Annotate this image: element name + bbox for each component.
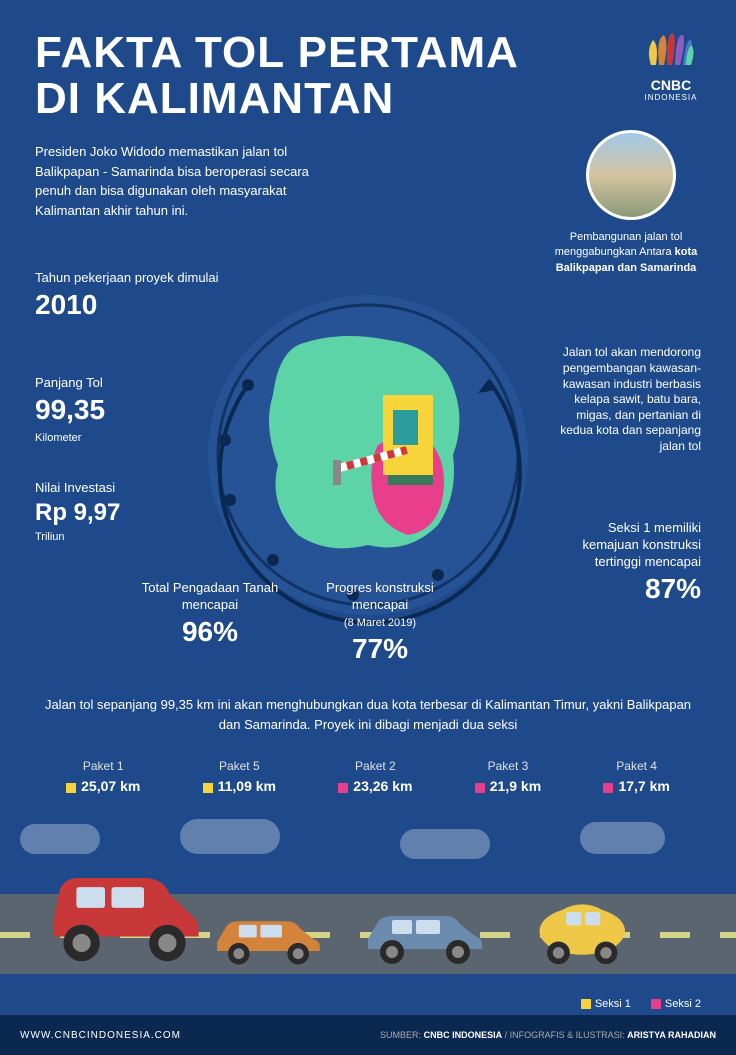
- car-icon: [530, 898, 635, 969]
- car-icon: [360, 894, 490, 969]
- callout-length: Panjang Tol 99,35 Kilometer: [35, 375, 105, 445]
- legend: Seksi 1 Seksi 2: [561, 998, 701, 1010]
- logo-sub: INDONESIA: [641, 93, 701, 102]
- footer: WWW.CNBCINDONESIA.COM SUMBER: CNBC INDON…: [0, 1015, 736, 1055]
- cnbc-logo: CNBC INDONESIA: [641, 30, 701, 102]
- peacock-icon: [641, 30, 701, 70]
- legend-item: Seksi 1: [571, 998, 631, 1010]
- callout-section1: Seksi 1 memiliki kemajuan konstruksi ter…: [561, 520, 701, 607]
- map-area: Tahun pekerjaan proyek dimulai 2010 Panj…: [0, 230, 736, 680]
- paket-list: Paket 125,07 km Paket 511,09 km Paket 223,…: [0, 749, 736, 804]
- intro-text: Presiden Joko Widodo memastikan jalan to…: [0, 132, 360, 230]
- title-line2: DI KALIMANTAN: [35, 74, 394, 123]
- section-text: Jalan tol sepanjang 99,35 km ini akan me…: [0, 680, 736, 749]
- logo-text: CNBC: [641, 77, 701, 93]
- callout-progress: Progres konstruksi mencapai (8 Maret 201…: [310, 580, 450, 667]
- paket-item: Paket 417,7 km: [603, 759, 669, 794]
- legend-item: Seksi 2: [641, 998, 701, 1010]
- road-scene: [0, 814, 736, 1014]
- main-title: FAKTA TOL PERTAMA DI KALIMANTAN: [35, 30, 701, 122]
- title-line1: FAKTA TOL PERTAMA: [35, 28, 519, 77]
- car-icon: [210, 902, 327, 970]
- callout-industry: Jalan tol akan mendorong pengembangan ka…: [551, 345, 701, 454]
- paket-item: Paket 511,09 km: [203, 759, 276, 794]
- callout-land: Total Pengadaan Tanah mencapai 96%: [140, 580, 280, 650]
- paket-item: Paket 125,07 km: [66, 759, 140, 794]
- callout-invest: Nilai Investasi Rp 9,97 Triliun: [35, 480, 120, 545]
- footer-url: WWW.CNBCINDONESIA.COM: [20, 1030, 181, 1041]
- header: FAKTA TOL PERTAMA DI KALIMANTAN: [0, 0, 736, 132]
- footer-credit: SUMBER: CNBC INDONESIA / INFOGRAFIS & IL…: [380, 1030, 716, 1040]
- paket-item: Paket 223,26 km: [338, 759, 412, 794]
- paket-item: Paket 321,9 km: [475, 759, 541, 794]
- photo-caption: Pembangunan jalan tol menggabungkan Anta…: [551, 230, 701, 276]
- callout-year: Tahun pekerjaan proyek dimulai 2010: [35, 270, 219, 323]
- aerial-photo: [586, 130, 676, 220]
- car-icon: [40, 859, 209, 970]
